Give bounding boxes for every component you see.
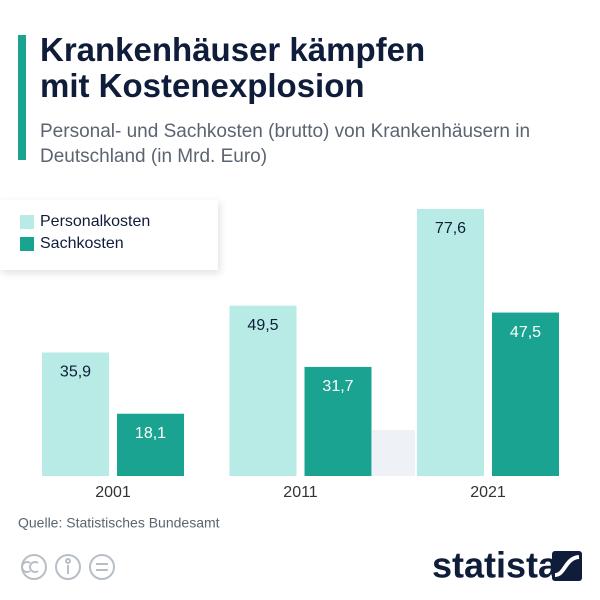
bar [417,209,484,476]
x-tick-label: 2001 [95,484,131,501]
legend-swatch [20,215,34,229]
x-tick-label: 2021 [470,484,506,501]
value-label: 77,6 [435,220,466,237]
x-tick-label: 2011 [283,484,318,501]
bar [117,413,184,476]
license-icons [21,554,115,580]
legend-label: Personalkosten [40,213,150,230]
legend-box [0,200,218,270]
value-label: 31,7 [322,378,353,395]
bar [304,366,372,476]
legend-label: Sachkosten [40,235,124,252]
bar [229,305,297,476]
source: Quelle: Statistisches Bundesamt [18,515,220,531]
brand: statista [432,545,559,586]
title-accent [18,35,26,160]
value-label: 47,5 [510,324,541,341]
value-label: 35,9 [60,364,91,381]
chart-title: Krankenhäuser kämpfen mit Kostenexplosion [40,31,425,104]
legend-swatch [20,237,34,251]
brand-icon [552,551,582,581]
bar [42,352,109,476]
decor [372,430,415,476]
value-label: 49,5 [247,317,278,334]
value-label: 18,1 [135,425,166,442]
bar [492,312,559,476]
chart-subtitle: Personal- und Sachkosten (brutto) von Kr… [40,121,530,167]
